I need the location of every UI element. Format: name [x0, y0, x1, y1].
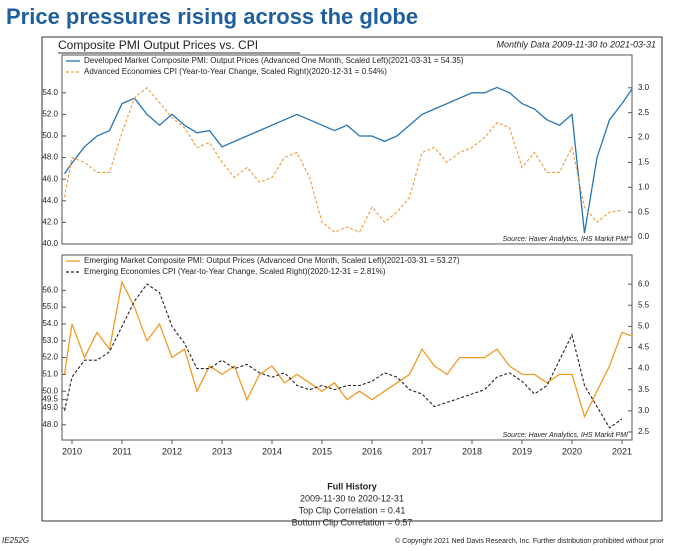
y2-tick-label: 0.5 — [638, 207, 650, 216]
source: Source: Haver Analytics, IHS Markit PMI — [503, 432, 628, 439]
legend-label: Emerging Market Composite PMI: Output Pr… — [84, 256, 460, 265]
date-range: Monthly Data 2009-11-30 to 2021-03-31 — [497, 39, 656, 49]
y2-tick-label: 3.0 — [638, 406, 650, 415]
y2-tick-label: 4.0 — [638, 364, 650, 373]
x-tick-label: 2011 — [112, 446, 131, 456]
x-tick-label: 2015 — [312, 446, 332, 456]
x-tick-label: 2013 — [212, 446, 232, 456]
y-tick-label: 48.0 — [42, 420, 58, 429]
plot-area — [61, 54, 633, 245]
y-tick-label: 49.0 — [42, 403, 58, 412]
y-tick-label: 49.5 — [42, 395, 58, 404]
y-tick-label: 54.0 — [42, 88, 58, 97]
x-tick-label: 2014 — [262, 446, 282, 456]
y-tick-label: 53.0 — [42, 336, 58, 345]
x-tick-label: 2012 — [162, 446, 182, 456]
y2-tick-label: 4.5 — [638, 343, 650, 352]
chart-title: Composite PMI Output Prices vs. CPI — [58, 38, 258, 52]
x-tick-label: 2018 — [462, 446, 482, 456]
bottom-correlation: Bottom Clip Correlation = 0.57 — [292, 517, 413, 527]
y2-tick-label: 5.5 — [638, 300, 650, 309]
x-tick-label: 2017 — [412, 446, 432, 456]
y-tick-label: 50.0 — [42, 386, 58, 395]
y2-tick-label: 3.0 — [638, 83, 650, 92]
copyright: © Copyright 2021 Ned Davis Research, Inc… — [395, 537, 665, 545]
y-tick-label: 46.0 — [42, 174, 58, 183]
footer-heading: Full History — [327, 481, 377, 491]
y2-tick-label: 1.0 — [638, 182, 650, 191]
y2-tick-label: 6.0 — [638, 279, 650, 288]
y2-tick-label: 3.5 — [638, 385, 650, 394]
y-tick-label: 50.0 — [42, 131, 58, 140]
x-tick-label: 2016 — [362, 446, 382, 456]
y2-tick-label: 2.5 — [638, 108, 650, 117]
series-line — [63, 279, 633, 419]
x-tick-label: 2010 — [62, 446, 82, 456]
y-tick-label: 51.0 — [42, 370, 58, 379]
y-tick-label: 55.0 — [42, 302, 58, 311]
x-tick-label: 2021 — [612, 446, 632, 456]
plot-area — [61, 254, 633, 441]
y-tick-label: 44.0 — [42, 196, 58, 205]
y-tick-label: 42.0 — [42, 218, 58, 227]
code: IE252G — [2, 536, 29, 545]
y-tick-label: 52.0 — [42, 110, 58, 119]
y2-tick-label: 5.0 — [638, 321, 650, 330]
x-tick-label: 2020 — [562, 446, 582, 456]
y2-tick-label: 0.0 — [638, 232, 650, 241]
y-tick-label: 54.0 — [42, 319, 58, 328]
y2-tick-label: 2.0 — [638, 133, 650, 142]
x-tick-label: 2019 — [512, 446, 532, 456]
legend-label: Emerging Economies CPI (Year-to-Year Cha… — [84, 267, 386, 276]
frame — [41, 36, 663, 522]
source: Source: Haver Analytics, IHS Markit PMI — [503, 236, 628, 243]
y-tick-label: 52.0 — [42, 353, 58, 362]
y2-tick-label: 1.5 — [638, 158, 650, 167]
y-tick-label: 48.0 — [42, 153, 58, 162]
y-tick-label: 56.0 — [42, 285, 58, 294]
y-tick-label: 40.0 — [42, 239, 58, 248]
legend-label: Advanced Economies CPI (Year-to-Year Cha… — [84, 67, 387, 76]
footer-range: 2009-11-30 to 2020-12-31 — [300, 493, 404, 503]
top-correlation: Top Clip Correlation = 0.41 — [299, 505, 406, 515]
legend-label: Developed Market Composite PMI: Output P… — [84, 56, 464, 65]
page-title: Price pressures rising across the globe — [6, 4, 418, 29]
series-line — [63, 283, 623, 429]
series-line — [63, 87, 623, 233]
y2-tick-label: 2.5 — [638, 427, 650, 436]
series-line — [63, 86, 633, 234]
